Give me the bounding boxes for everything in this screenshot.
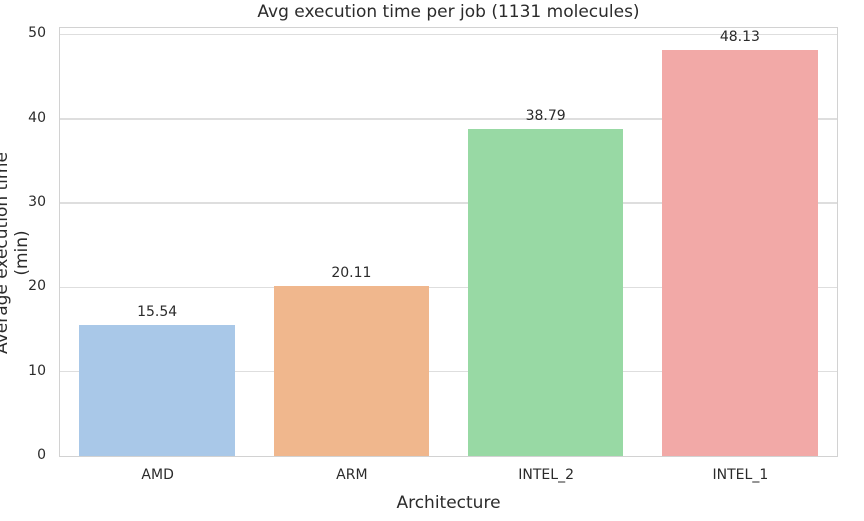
bar-value-label-ARM: 20.11 [331, 265, 372, 282]
gridline-y-50 [60, 33, 837, 36]
y-tick-label-20: 20 [28, 278, 46, 295]
chart-title: Avg execution time per job (1131 molecul… [257, 2, 640, 22]
x-tick-label-AMD: AMD [141, 467, 174, 483]
y-tick-label-40: 40 [28, 109, 46, 126]
bar-INTEL_1 [662, 50, 818, 456]
x-axis-label: Architecture [396, 493, 501, 513]
gridline-y-20 [60, 286, 837, 289]
x-tick-label-INTEL_1: INTEL_1 [712, 467, 769, 483]
gridline-y-10 [60, 370, 837, 373]
gridline-y-30 [60, 202, 837, 204]
x-tick-label-ARM: ARM [336, 467, 368, 483]
bar-value-label-INTEL_2: 38.79 [525, 108, 566, 124]
bar-value-label-AMD: 15.54 [137, 304, 178, 320]
bar-INTEL_2 [467, 129, 624, 456]
x-tick-label-INTEL_2: INTEL_2 [518, 467, 574, 483]
y-tick-label-10: 10 [28, 362, 46, 379]
bar-value-label-INTEL_1: 48.13 [719, 29, 760, 46]
gridline-y-40 [60, 118, 837, 120]
y-tick-label-0: 0 [37, 447, 46, 463]
bar-ARM [273, 286, 430, 456]
y-tick-label-50: 50 [28, 25, 46, 42]
y-axis-label: Average execution time (min) [0, 152, 32, 354]
y-tick-label-30: 30 [28, 194, 46, 211]
bar-AMD [79, 325, 235, 456]
plot-area: 15.54 20.11 38.79 48.13 [59, 27, 838, 457]
